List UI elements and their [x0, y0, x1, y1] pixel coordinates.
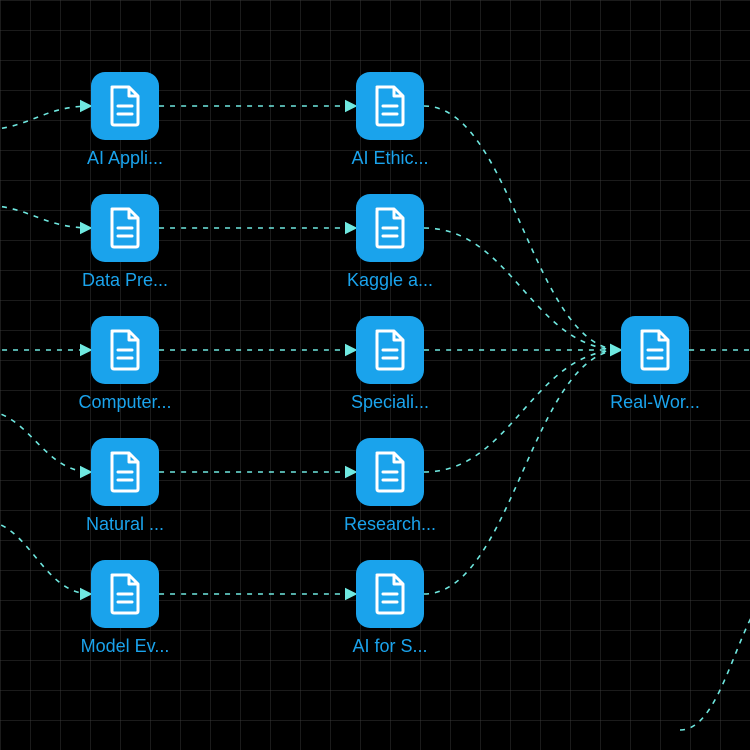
node-label: Research... [344, 514, 436, 535]
node-ai-appli[interactable]: AI Appli... [80, 72, 170, 169]
document-icon [105, 84, 145, 128]
node-research[interactable]: Research... [345, 438, 435, 535]
document-icon [370, 572, 410, 616]
node-box[interactable] [91, 72, 159, 140]
node-box[interactable] [91, 560, 159, 628]
node-label: Natural ... [86, 514, 164, 535]
node-box[interactable] [356, 438, 424, 506]
document-icon [105, 206, 145, 250]
node-label: AI Appli... [87, 148, 163, 169]
node-natural[interactable]: Natural ... [80, 438, 170, 535]
node-label: Speciali... [351, 392, 429, 413]
document-icon [105, 328, 145, 372]
node-ai-for-s[interactable]: AI for S... [345, 560, 435, 657]
node-computer[interactable]: Computer... [80, 316, 170, 413]
document-icon [370, 328, 410, 372]
document-icon [635, 328, 675, 372]
node-label: Computer... [78, 392, 171, 413]
document-icon [105, 572, 145, 616]
node-model-ev[interactable]: Model Ev... [80, 560, 170, 657]
document-icon [105, 450, 145, 494]
node-box[interactable] [356, 194, 424, 262]
node-label: AI for S... [352, 636, 427, 657]
node-box[interactable] [621, 316, 689, 384]
document-icon [370, 206, 410, 250]
node-box[interactable] [91, 316, 159, 384]
node-box[interactable] [91, 194, 159, 262]
node-label: Data Pre... [82, 270, 168, 291]
node-label: AI Ethic... [351, 148, 428, 169]
node-ai-ethic[interactable]: AI Ethic... [345, 72, 435, 169]
node-data-pre[interactable]: Data Pre... [80, 194, 170, 291]
node-box[interactable] [356, 72, 424, 140]
node-label: Real-Wor... [610, 392, 700, 413]
node-label: Kaggle a... [347, 270, 433, 291]
node-label: Model Ev... [81, 636, 170, 657]
node-box[interactable] [91, 438, 159, 506]
node-speciali[interactable]: Speciali... [345, 316, 435, 413]
node-box[interactable] [356, 560, 424, 628]
document-icon [370, 84, 410, 128]
document-icon [370, 450, 410, 494]
node-kaggle[interactable]: Kaggle a... [345, 194, 435, 291]
node-box[interactable] [356, 316, 424, 384]
node-real-wor[interactable]: Real-Wor... [610, 316, 700, 413]
